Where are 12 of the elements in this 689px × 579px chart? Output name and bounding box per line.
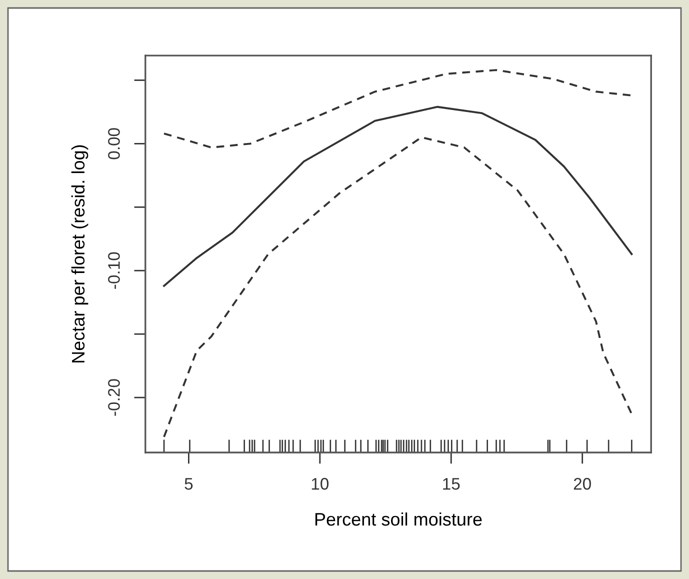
line-series <box>163 69 633 148</box>
x-tick-label: 15 <box>443 478 460 490</box>
y-axis-title: Nectar per floret (resid. log) <box>71 145 88 362</box>
y-tick-label: 0.00 <box>108 128 120 160</box>
x-axis-title: Percent soil moisture <box>315 512 482 526</box>
x-tick-label: 20 <box>574 478 591 490</box>
x-tick-label: 5 <box>184 478 193 490</box>
y-tick-label: -0.20 <box>108 379 120 416</box>
line-series <box>163 106 633 287</box>
x-tick-label: 10 <box>312 478 329 490</box>
line-series <box>163 136 633 438</box>
y-tick-label: -0.10 <box>108 252 120 289</box>
